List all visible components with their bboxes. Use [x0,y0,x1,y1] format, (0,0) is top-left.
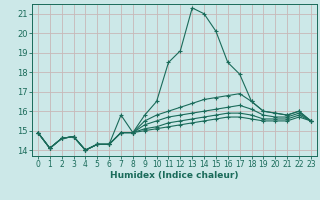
X-axis label: Humidex (Indice chaleur): Humidex (Indice chaleur) [110,171,239,180]
